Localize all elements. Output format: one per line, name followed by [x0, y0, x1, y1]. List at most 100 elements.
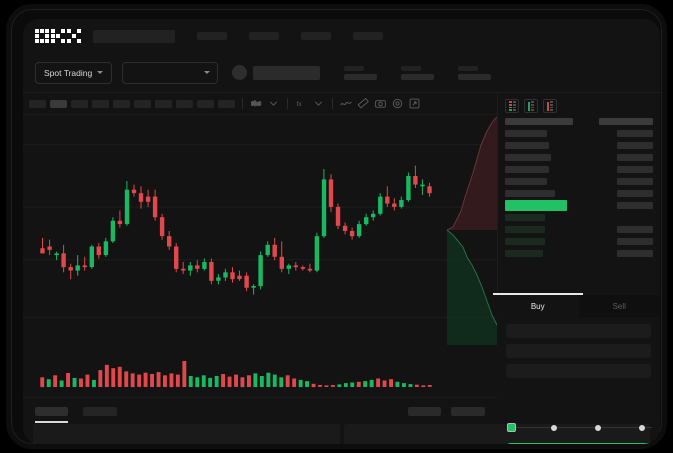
order-total-input[interactable] — [506, 364, 651, 378]
nav-item-2[interactable] — [249, 32, 279, 40]
order-book-row[interactable] — [505, 165, 653, 174]
tab-sell[interactable]: Sell — [578, 295, 660, 317]
candle-body — [195, 265, 200, 269]
submit-order-button[interactable] — [507, 443, 652, 444]
volume-bar — [266, 372, 271, 387]
coin-avatar — [232, 65, 248, 80]
order-price-input[interactable] — [506, 324, 651, 338]
bids-only-icon[interactable] — [524, 99, 538, 113]
tab-order-history[interactable] — [83, 406, 117, 416]
both-sides-icon[interactable] — [505, 99, 519, 113]
svg-text:fx: fx — [297, 101, 303, 108]
timeframe-button-2[interactable] — [71, 99, 88, 108]
volume-bar — [188, 376, 193, 387]
bottom-panel-1[interactable] — [33, 424, 340, 444]
order-book-row[interactable] — [505, 213, 653, 222]
nav-item-1[interactable] — [197, 32, 227, 40]
ruler-icon[interactable] — [357, 97, 370, 110]
order-book-row[interactable] — [505, 237, 653, 246]
timeframe-button-4[interactable] — [113, 99, 130, 108]
line-chart-icon[interactable] — [340, 97, 353, 110]
slider-handle[interactable] — [507, 423, 516, 432]
order-book-price — [505, 178, 547, 185]
timeframe-button-5[interactable] — [134, 99, 151, 108]
timeframe-group — [29, 99, 235, 108]
app-screen: Spot Trading — [23, 19, 660, 444]
chevron-down-icon[interactable] — [312, 97, 325, 110]
volume-bar — [66, 373, 70, 387]
candle-body — [75, 265, 80, 271]
order-book-row[interactable] — [505, 249, 653, 258]
timeframe-button-6[interactable] — [155, 99, 172, 108]
tab-open-orders[interactable] — [35, 406, 68, 423]
candlestick-icon[interactable] — [250, 97, 263, 110]
timeframe-button-8[interactable] — [197, 99, 214, 108]
candle-body — [138, 193, 144, 202]
chevron-down-icon — [97, 71, 104, 74]
market-stat-value — [401, 73, 435, 80]
volume-bar — [298, 379, 303, 388]
tab-buy[interactable]: Buy — [493, 293, 582, 317]
timeframe-button-0[interactable] — [29, 99, 46, 108]
volume-bar — [427, 385, 432, 387]
camera-icon[interactable] — [374, 97, 387, 110]
bottom-action-1[interactable] — [408, 406, 441, 416]
logo-glyph-o — [35, 29, 49, 43]
order-book-row[interactable] — [505, 129, 653, 138]
toolbar-divider — [332, 98, 333, 109]
order-entry-form — [497, 317, 660, 424]
order-book-row[interactable] — [505, 177, 653, 186]
order-amount-input[interactable] — [506, 344, 651, 358]
order-book-mode-group — [498, 93, 660, 117]
nav-item-3[interactable] — [301, 32, 331, 40]
bottom-panel-2[interactable] — [343, 424, 650, 444]
spot-trading-label: Spot Trading — [44, 67, 93, 78]
volume-bar — [389, 379, 393, 387]
candle-body — [378, 196, 383, 214]
slider-mark-2[interactable] — [595, 424, 601, 431]
timeframe-button-9[interactable] — [218, 99, 235, 108]
volume-bar — [343, 383, 348, 387]
order-book-row[interactable] — [505, 153, 653, 162]
trading-pair-dropdown[interactable] — [122, 61, 219, 84]
candle-body — [385, 196, 390, 204]
volume-bar — [337, 384, 342, 387]
chevron-down-icon[interactable] — [267, 97, 280, 110]
order-book-price — [505, 166, 549, 173]
chart-canvas — [23, 144, 497, 318]
order-book-size — [617, 226, 653, 233]
order-book-row[interactable] — [505, 117, 653, 126]
volume-bar — [79, 378, 83, 387]
candle-body — [300, 267, 306, 269]
okx-logo-icon[interactable] — [35, 29, 81, 43]
order-book-rows[interactable] — [498, 117, 660, 258]
order-book-size — [617, 250, 653, 257]
order-book-row[interactable] — [505, 225, 653, 234]
timeframe-button-1[interactable] — [50, 99, 67, 108]
fullscreen-icon[interactable] — [408, 97, 421, 110]
timeframe-button-7[interactable] — [176, 99, 193, 108]
amount-percent-slider[interactable] — [507, 423, 652, 433]
candle-body — [181, 268, 186, 271]
order-book-row[interactable] — [505, 189, 653, 198]
nav-item-4[interactable] — [353, 32, 383, 40]
candlestick-chart[interactable] — [23, 115, 497, 345]
candle-body — [265, 244, 270, 256]
timeframe-button-3[interactable] — [92, 99, 109, 108]
volume-bar — [234, 374, 238, 387]
orders-tabs-bar — [23, 397, 497, 424]
slider-mark-1[interactable] — [551, 424, 557, 431]
settings-icon[interactable] — [391, 97, 404, 110]
candle-body — [188, 265, 193, 271]
spot-trading-dropdown[interactable]: Spot Trading — [35, 61, 113, 84]
volume-bar — [72, 377, 77, 387]
search-input[interactable] — [93, 29, 175, 43]
volume-bar — [104, 364, 109, 387]
bottom-action-2[interactable] — [451, 406, 485, 416]
indicator-icon[interactable]: fx — [295, 97, 308, 110]
asks-only-icon[interactable] — [543, 99, 557, 113]
last-price-value — [253, 65, 321, 80]
slider-mark-3[interactable] — [639, 424, 645, 431]
order-book-row[interactable] — [505, 141, 653, 150]
order-book-spread-row[interactable] — [505, 200, 653, 211]
